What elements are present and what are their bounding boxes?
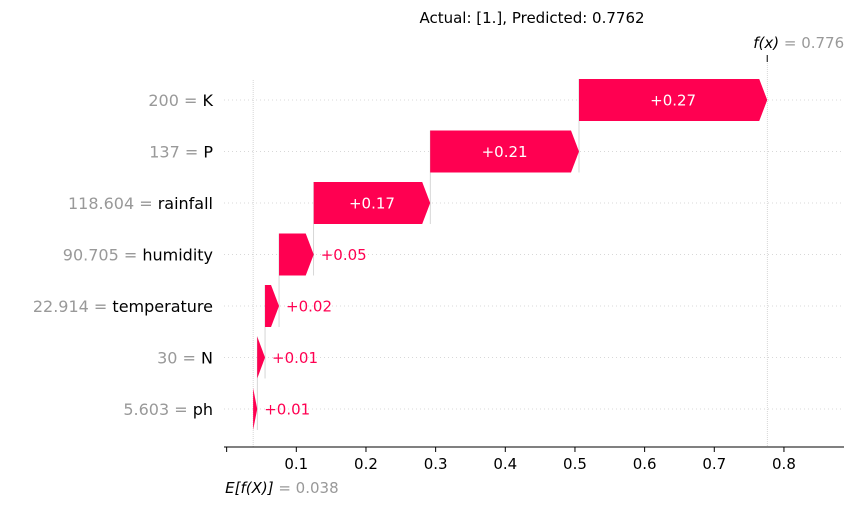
x-tick-label: 0.5 bbox=[563, 455, 587, 473]
chart-title: Actual: [1.], Predicted: 0.7762 bbox=[419, 9, 644, 27]
bar-value-label: +0.27 bbox=[650, 92, 696, 110]
bar-rainfall bbox=[313, 182, 431, 224]
feature-label-P: 137 = P bbox=[149, 143, 213, 162]
annotations: Actual: [1.], Predicted: 0.7762 E[f(X)] … bbox=[225, 9, 844, 497]
x-tick-label: 0.8 bbox=[772, 455, 796, 473]
x-tick-label: 0.4 bbox=[493, 455, 517, 473]
bar-temperature bbox=[265, 285, 280, 327]
bar-value-label: +0.02 bbox=[286, 298, 332, 316]
bar-humidity bbox=[279, 233, 314, 276]
feature-label-humidity: 90.705 = humidity bbox=[63, 246, 213, 265]
output-value-label: f(x) = 0.776 bbox=[753, 34, 844, 52]
bar-value-label: +0.05 bbox=[321, 246, 367, 264]
feature-label-N: 30 = N bbox=[157, 349, 213, 368]
feature-label-ph: 5.603 = ph bbox=[123, 400, 213, 419]
x-tick-label: 0.3 bbox=[424, 455, 448, 473]
base-value-label: E[f(X)] = 0.038 bbox=[225, 479, 338, 497]
contribution-bars: +0.27 +0.21 +0.17 +0.05 +0.02 +0.01 +0.01 bbox=[253, 79, 768, 430]
x-tick-label: 0.2 bbox=[354, 455, 378, 473]
x-tick-label: 0.6 bbox=[633, 455, 657, 473]
x-tick-label: 0.1 bbox=[284, 455, 308, 473]
bar-value-label: +0.01 bbox=[272, 349, 318, 367]
bar-value-label: +0.01 bbox=[264, 401, 310, 419]
bar-K bbox=[579, 79, 768, 121]
bar-P bbox=[430, 130, 580, 173]
feature-labels: 200 = K 137 = P 118.604 = rainfall 90.705 =… bbox=[33, 91, 214, 419]
bar-N bbox=[257, 336, 266, 379]
feature-label-K: 200 = K bbox=[148, 91, 213, 110]
x-axis: 0.1 0.2 0.3 0.4 0.5 0.6 0.7 0.8 bbox=[224, 446, 844, 473]
x-tick-label: 0.7 bbox=[702, 455, 726, 473]
feature-label-rainfall: 118.604 = rainfall bbox=[68, 194, 213, 213]
bar-value-label: +0.21 bbox=[482, 143, 528, 161]
bar-ph bbox=[253, 388, 258, 430]
feature-label-temperature: 22.914 = temperature bbox=[33, 297, 213, 316]
bar-value-label: +0.17 bbox=[349, 195, 395, 213]
